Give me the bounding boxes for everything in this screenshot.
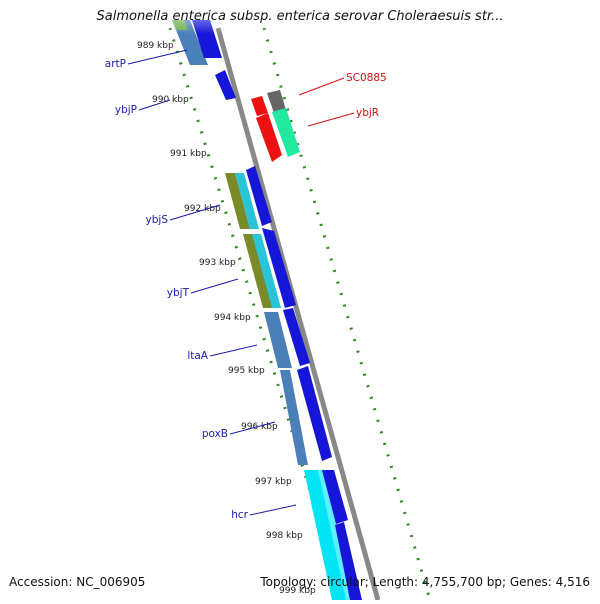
gene-label-leader-artp [127,49,188,65]
gene-label-leader-ltaa [209,344,258,357]
gene-label-sc0885[interactable]: SC0885 [346,72,387,84]
tick-label: 992 kbp [184,204,221,214]
tick-label: 993 kbp [199,258,236,268]
gene-label-ybjt[interactable]: ybjT [167,287,190,299]
accession-text: Accession: NC_006905 [9,575,146,589]
tick-label: 995 kbp [228,366,265,376]
gene-block-hcr-cyan[interactable] [304,470,348,600]
gene-block-red[interactable] [256,113,282,162]
gene-label-hcr[interactable]: hcr [231,509,248,521]
gene-label-leader-sc0885 [298,77,345,96]
tick-label-layer: 989 kbp 990 kbp 991 kbp 992 kbp 993 kbp 994 k… [137,41,316,596]
map-title: Salmonella enterica subsp. enterica sero… [96,9,504,24]
gene-label-layer: artP ybjP ybjS ybjT ltaA poxB hcr SC0885 ybjR [105,49,387,521]
gene-block-poxb-steel[interactable] [280,370,308,465]
gene-block-ybjs-cyan[interactable] [235,173,259,229]
gene-block-red-small[interactable] [251,96,268,116]
gene-block-ybjt-olive[interactable] [243,234,273,308]
gene-block-ybjs-olive[interactable] [225,173,250,229]
gene-block-ybjt-cyan[interactable] [252,234,281,308]
gene-label-ybjr[interactable]: ybjR [356,107,379,119]
tick-label: 994 kbp [214,313,251,323]
gene-label-leader-ybjt [190,278,239,294]
gene-block-ybjt-blue[interactable] [262,228,296,308]
tick-label: 996 kbp [241,422,278,432]
gene-label-leader-ybjp [138,99,171,111]
gene-block-ybjp[interactable] [215,70,236,100]
genome-backbone [215,27,381,601]
topology-summary-text: Topology: circular; Length: 4,755,700 bp… [260,575,590,589]
gene-block-ybjs-blue[interactable] [246,166,272,226]
tick-label: 998 kbp [266,531,303,541]
tick-label: 997 kbp [255,477,292,487]
gene-label-leader-hcr [249,504,297,516]
tick-label: 999 kbp [279,586,316,596]
gene-label-leader-ybjr [307,112,355,127]
gene-block-poxb-blue[interactable] [297,366,332,461]
gene-label-ybjp[interactable]: ybjP [115,104,137,116]
gene-label-ybjs[interactable]: ybjS [146,214,169,226]
gene-block-ybjr[interactable] [272,108,300,157]
gene-block-ltaa-steel[interactable] [264,312,292,368]
gene-block-ltaa-blue[interactable] [283,308,310,366]
gene-block-hcr-blue[interactable] [322,470,348,524]
gene-label-leader-poxb [229,421,276,435]
gene-block-sc0885[interactable] [267,90,286,113]
gene-label-artp[interactable]: artP [105,58,126,70]
gene-block-bottom-blue[interactable] [335,522,362,600]
gene-label-poxb[interactable]: poxB [202,428,228,440]
tick-label: 990 kbp [152,95,189,105]
gene-label-ltaa[interactable]: ltaA [187,350,208,362]
gene-label-leader-ybjs [169,204,221,221]
tick-label: 991 kbp [170,149,207,159]
tick-label: 989 kbp [137,41,174,51]
